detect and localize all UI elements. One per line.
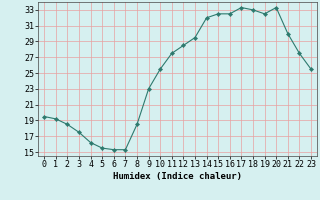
- X-axis label: Humidex (Indice chaleur): Humidex (Indice chaleur): [113, 172, 242, 181]
